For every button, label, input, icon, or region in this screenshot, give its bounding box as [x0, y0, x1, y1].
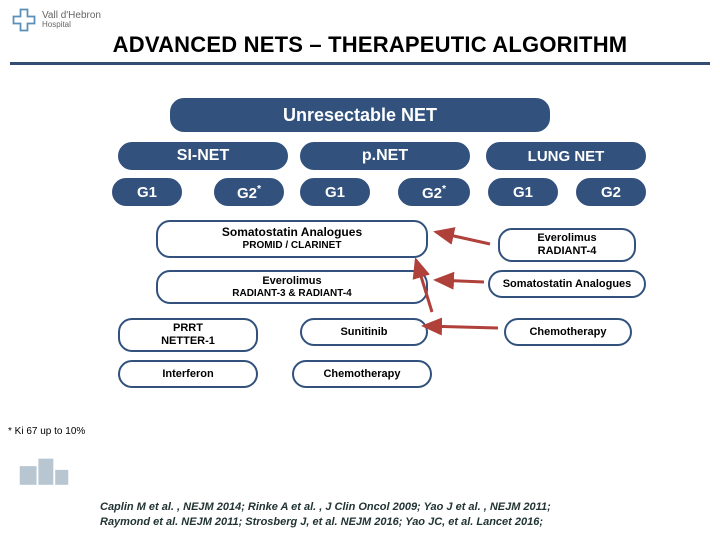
- node-label: G2*: [422, 183, 446, 202]
- cross-icon: [10, 6, 38, 34]
- building-icon: [16, 448, 72, 488]
- node-label: Somatostatin Analogues: [503, 278, 632, 291]
- node-label: G2: [601, 184, 621, 201]
- hospital-logo: Vall d'Hebron Hospital: [10, 6, 101, 34]
- node-grade: G1: [488, 178, 558, 206]
- node-prrt: PRRT NETTER-1: [118, 318, 258, 352]
- node-label: Chemotherapy: [529, 326, 606, 339]
- ref-line: Caplin M et al. , NEJM 2014; Rinke A et …: [100, 500, 706, 515]
- node-somatostatin: Somatostatin Analogues PROMID / CLARINET: [156, 220, 428, 258]
- node-label: Everolimus RADIANT-3 & RADIANT-4: [232, 275, 351, 299]
- node-label: Unresectable NET: [283, 105, 437, 126]
- node-label: Sunitinib: [340, 326, 387, 339]
- node-label: p.NET: [362, 147, 408, 165]
- node-sunitinib: Sunitinib: [300, 318, 428, 346]
- node-everolimus-lung: Everolimus RADIANT-4: [498, 228, 636, 262]
- node-grade: G2*: [398, 178, 470, 206]
- node-label: Interferon: [162, 368, 213, 381]
- node-label: PRRT NETTER-1: [161, 322, 215, 347]
- brand-sub: Hospital: [42, 21, 101, 29]
- node-unresectable-net: Unresectable NET: [170, 98, 550, 132]
- ref-line: Raymond et al. NEJM 2011; Strosberg J, e…: [100, 515, 706, 530]
- node-lung-net: LUNG NET: [486, 142, 646, 170]
- footnote: * Ki 67 up to 10%: [8, 426, 85, 437]
- node-label: Everolimus RADIANT-4: [537, 232, 596, 257]
- node-grade: G2: [576, 178, 646, 206]
- node-interferon: Interferon: [118, 360, 258, 388]
- node-grade: G1: [300, 178, 370, 206]
- node-somatostatin-lung: Somatostatin Analogues: [488, 270, 646, 298]
- node-chemo-lung: Chemotherapy: [504, 318, 632, 346]
- node-everolimus: Everolimus RADIANT-3 & RADIANT-4: [156, 270, 428, 304]
- node-label: G1: [513, 184, 533, 201]
- node-pnet: p.NET: [300, 142, 470, 170]
- node-label: Chemotherapy: [323, 368, 400, 381]
- page-title: ADVANCED NETS – THERAPEUTIC ALGORITHM: [40, 32, 700, 58]
- node-si-net: SI-NET: [118, 142, 288, 170]
- node-label: G1: [325, 184, 345, 201]
- node-grade: G2*: [214, 178, 284, 206]
- node-label: G2*: [237, 183, 261, 202]
- node-label: LUNG NET: [528, 148, 605, 165]
- node-label: SI-NET: [177, 147, 229, 165]
- hospital-name: Vall d'Hebron Hospital: [42, 11, 101, 30]
- node-label: G1: [137, 184, 157, 201]
- node-label: Somatostatin Analogues PROMID / CLARINET: [222, 226, 362, 251]
- node-grade: G1: [112, 178, 182, 206]
- title-underline: [10, 62, 710, 65]
- node-chemo: Chemotherapy: [292, 360, 432, 388]
- references: Caplin M et al. , NEJM 2014; Rinke A et …: [100, 500, 706, 530]
